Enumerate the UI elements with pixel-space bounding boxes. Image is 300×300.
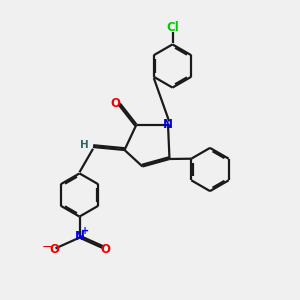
- Text: O: O: [100, 243, 110, 256]
- Text: N: N: [163, 118, 173, 131]
- Text: −: −: [42, 241, 52, 254]
- Text: O: O: [49, 243, 59, 256]
- Text: +: +: [81, 226, 90, 236]
- Text: N: N: [74, 230, 85, 243]
- Text: H: H: [80, 140, 89, 150]
- Text: Cl: Cl: [166, 21, 179, 34]
- Text: O: O: [110, 97, 121, 110]
